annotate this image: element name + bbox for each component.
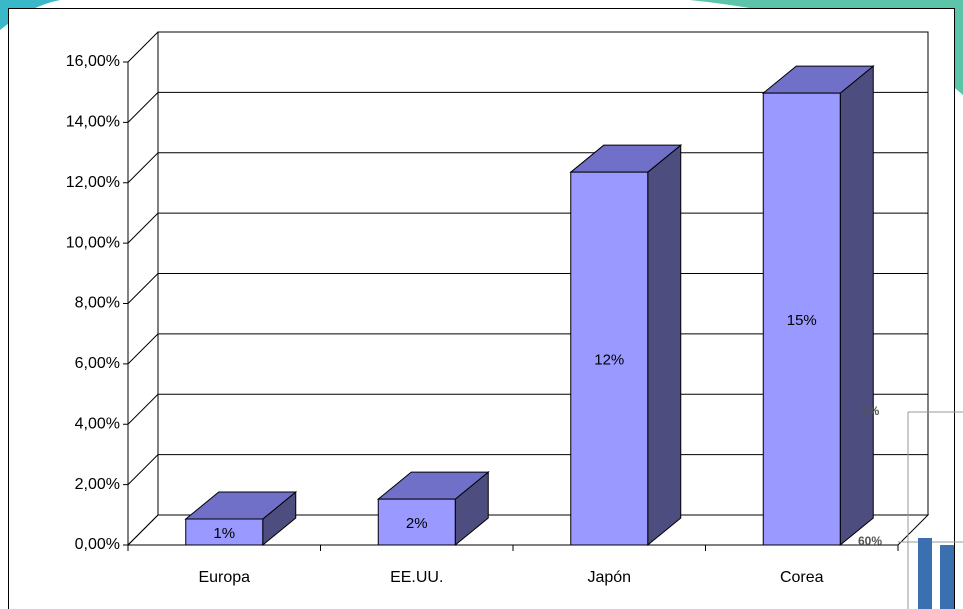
fragment-chart: 0% 60% bbox=[858, 404, 963, 609]
y-tick-label: 8,00% bbox=[75, 295, 120, 312]
bar-front bbox=[570, 171, 649, 546]
y-tick-label: 16,00% bbox=[66, 53, 120, 70]
bar bbox=[184, 490, 298, 547]
bar-side bbox=[647, 144, 682, 547]
data-label: 12% bbox=[594, 352, 624, 369]
y-tick-label: 14,00% bbox=[66, 114, 120, 131]
bar-front bbox=[185, 518, 264, 546]
y-tick-label: 0,00% bbox=[75, 536, 120, 553]
bar-front bbox=[377, 498, 456, 546]
decor-swoosh bbox=[0, 0, 60, 30]
x-tick-label: Corea bbox=[780, 569, 824, 586]
x-tick-label: Japón bbox=[587, 569, 631, 586]
fragment-bar bbox=[918, 538, 932, 609]
fragment-label: 0% bbox=[862, 404, 880, 418]
data-label: 1% bbox=[213, 525, 235, 542]
y-tick-label: 10,00% bbox=[66, 234, 120, 251]
x-tick-label: Europa bbox=[198, 569, 250, 586]
grid-line bbox=[127, 91, 928, 123]
fragment-label: 60% bbox=[858, 534, 882, 548]
bar bbox=[376, 471, 490, 547]
y-tick-label: 6,00% bbox=[75, 355, 120, 372]
data-label: 15% bbox=[787, 312, 817, 329]
data-label: 2% bbox=[406, 515, 428, 532]
bar bbox=[761, 65, 875, 547]
y-tick-label: 12,00% bbox=[66, 174, 120, 191]
y-tick-label: 2,00% bbox=[75, 476, 120, 493]
grid-line bbox=[127, 31, 928, 63]
bar-side bbox=[839, 65, 874, 547]
y-tick-label: 4,00% bbox=[75, 415, 120, 432]
x-tick-label: EE.UU. bbox=[390, 569, 443, 586]
bar bbox=[569, 144, 683, 547]
fragment-bar bbox=[940, 545, 954, 609]
bar-front bbox=[762, 92, 841, 546]
